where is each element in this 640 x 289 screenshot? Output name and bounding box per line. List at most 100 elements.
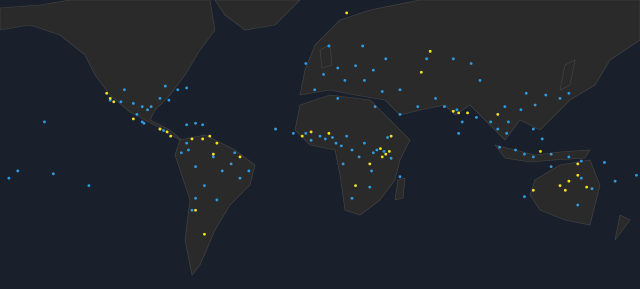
point <box>576 162 580 166</box>
north-america <box>0 0 216 144</box>
point <box>398 112 402 116</box>
point <box>229 162 233 166</box>
point <box>475 115 478 119</box>
point <box>531 155 535 159</box>
point <box>558 97 562 100</box>
point <box>549 152 553 156</box>
point <box>398 175 402 179</box>
point <box>158 97 162 100</box>
point <box>457 111 461 115</box>
point <box>466 111 469 115</box>
point <box>169 134 173 138</box>
point <box>419 70 423 74</box>
point <box>382 149 386 153</box>
point <box>194 196 197 200</box>
point <box>350 148 354 152</box>
point <box>389 134 393 138</box>
point <box>203 232 206 236</box>
point <box>149 105 153 109</box>
point <box>220 169 224 173</box>
point <box>211 152 215 156</box>
point <box>425 57 429 61</box>
point <box>469 62 473 65</box>
point <box>380 90 384 93</box>
point <box>380 155 384 159</box>
point <box>211 155 215 159</box>
point <box>567 179 571 183</box>
point <box>185 86 189 90</box>
point <box>539 149 542 153</box>
point <box>567 91 571 95</box>
point <box>540 137 544 141</box>
greenland <box>214 0 301 31</box>
point <box>334 141 338 145</box>
point <box>370 169 373 173</box>
point <box>386 136 389 139</box>
point <box>345 11 349 15</box>
point <box>503 105 507 109</box>
point <box>108 97 112 100</box>
point <box>131 117 135 121</box>
point <box>51 172 55 176</box>
point <box>398 88 402 92</box>
point <box>343 78 347 82</box>
point <box>354 184 357 188</box>
point <box>16 169 20 173</box>
point <box>331 136 334 139</box>
point <box>300 134 304 138</box>
point <box>457 131 461 135</box>
point <box>371 68 375 72</box>
britain <box>319 44 333 69</box>
point <box>165 130 169 134</box>
point <box>428 49 432 53</box>
point <box>375 148 379 152</box>
point <box>322 72 325 76</box>
point <box>361 44 365 48</box>
point <box>507 120 510 124</box>
point <box>274 127 277 131</box>
point <box>496 127 500 131</box>
point <box>416 105 420 109</box>
point <box>373 105 377 109</box>
point <box>238 176 242 180</box>
point <box>123 88 126 92</box>
point <box>523 152 526 156</box>
point <box>451 109 455 113</box>
point <box>505 131 509 135</box>
point <box>341 162 345 166</box>
point <box>327 44 331 48</box>
point <box>194 165 197 169</box>
point <box>389 156 393 160</box>
point <box>194 121 197 125</box>
point <box>176 88 180 92</box>
south-america <box>174 134 256 276</box>
point <box>576 173 580 177</box>
point <box>387 149 391 153</box>
point <box>336 66 340 70</box>
point <box>357 155 361 159</box>
land <box>0 0 640 276</box>
point <box>140 105 144 109</box>
point <box>162 129 165 132</box>
point <box>489 120 493 124</box>
point <box>496 112 500 116</box>
point <box>233 151 237 155</box>
point <box>350 196 354 200</box>
point <box>531 127 535 131</box>
point <box>455 108 459 112</box>
point <box>201 137 205 141</box>
point <box>238 155 242 159</box>
point <box>327 131 331 135</box>
point <box>309 130 313 134</box>
point <box>549 165 553 169</box>
point <box>304 62 308 65</box>
point <box>339 144 343 148</box>
point <box>215 198 219 202</box>
point <box>142 121 146 125</box>
point <box>613 179 617 183</box>
point <box>514 148 517 152</box>
point <box>603 161 606 164</box>
point <box>576 203 580 207</box>
point <box>363 78 366 82</box>
